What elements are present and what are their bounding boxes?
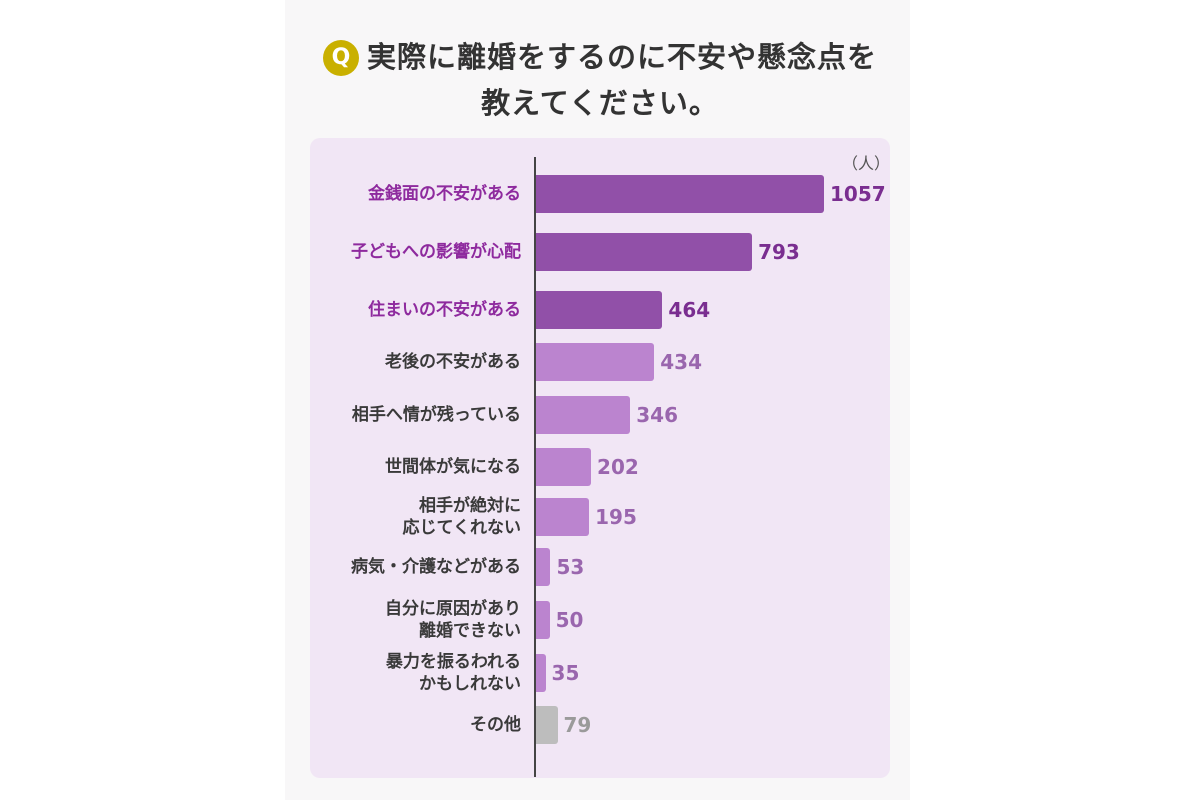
value-label: 53 — [556, 555, 585, 579]
category-label: 相手へ情が残っている — [351, 405, 521, 425]
bar — [536, 175, 824, 213]
category-label: 子どもへの影響が心配 — [351, 242, 521, 262]
category-label: 金銭面の不安がある — [368, 184, 521, 204]
value-label: 50 — [555, 608, 584, 632]
unit-label: （人） — [842, 154, 891, 173]
value-label: 79 — [563, 713, 592, 737]
value-label: 793 — [758, 240, 800, 264]
title-line-2: 教えてください。 — [481, 86, 719, 120]
bar — [536, 343, 655, 381]
bar — [536, 654, 546, 692]
value-label: 464 — [668, 298, 711, 322]
bar — [536, 448, 592, 486]
bar — [536, 291, 663, 329]
category-label: 相手が絶対に 応じてくれない — [402, 496, 522, 538]
y-axis-line — [534, 157, 536, 777]
value-label: 35 — [551, 661, 580, 685]
title-line-1: 実際に離婚をするのに不安や懸念点を — [366, 40, 877, 74]
bar — [536, 396, 631, 434]
bar — [536, 498, 590, 536]
bar — [536, 233, 753, 271]
category-label: その他 — [470, 715, 521, 735]
value-label: 434 — [660, 350, 702, 374]
question-title: Q 実際に離婚をするのに不安や懸念点を 教えてください。 — [0, 34, 1200, 126]
category-label: 暴力を振るわれる かもしれない — [385, 652, 521, 694]
category-label: 自分に原因があり 離婚できない — [385, 599, 521, 641]
bar — [536, 601, 550, 639]
q-badge-icon: Q — [322, 40, 359, 76]
category-label: 住まいの不安がある — [368, 300, 521, 320]
value-label: 346 — [636, 403, 679, 427]
value-label: 1057 — [830, 182, 886, 206]
category-label: 病気・介護などがある — [351, 557, 521, 577]
value-label: 202 — [597, 455, 639, 479]
category-label: 老後の不安がある — [385, 352, 521, 372]
category-label: 世間体が気になる — [385, 457, 521, 477]
bar — [536, 706, 558, 744]
bar — [536, 548, 551, 586]
value-label: 195 — [595, 505, 637, 529]
